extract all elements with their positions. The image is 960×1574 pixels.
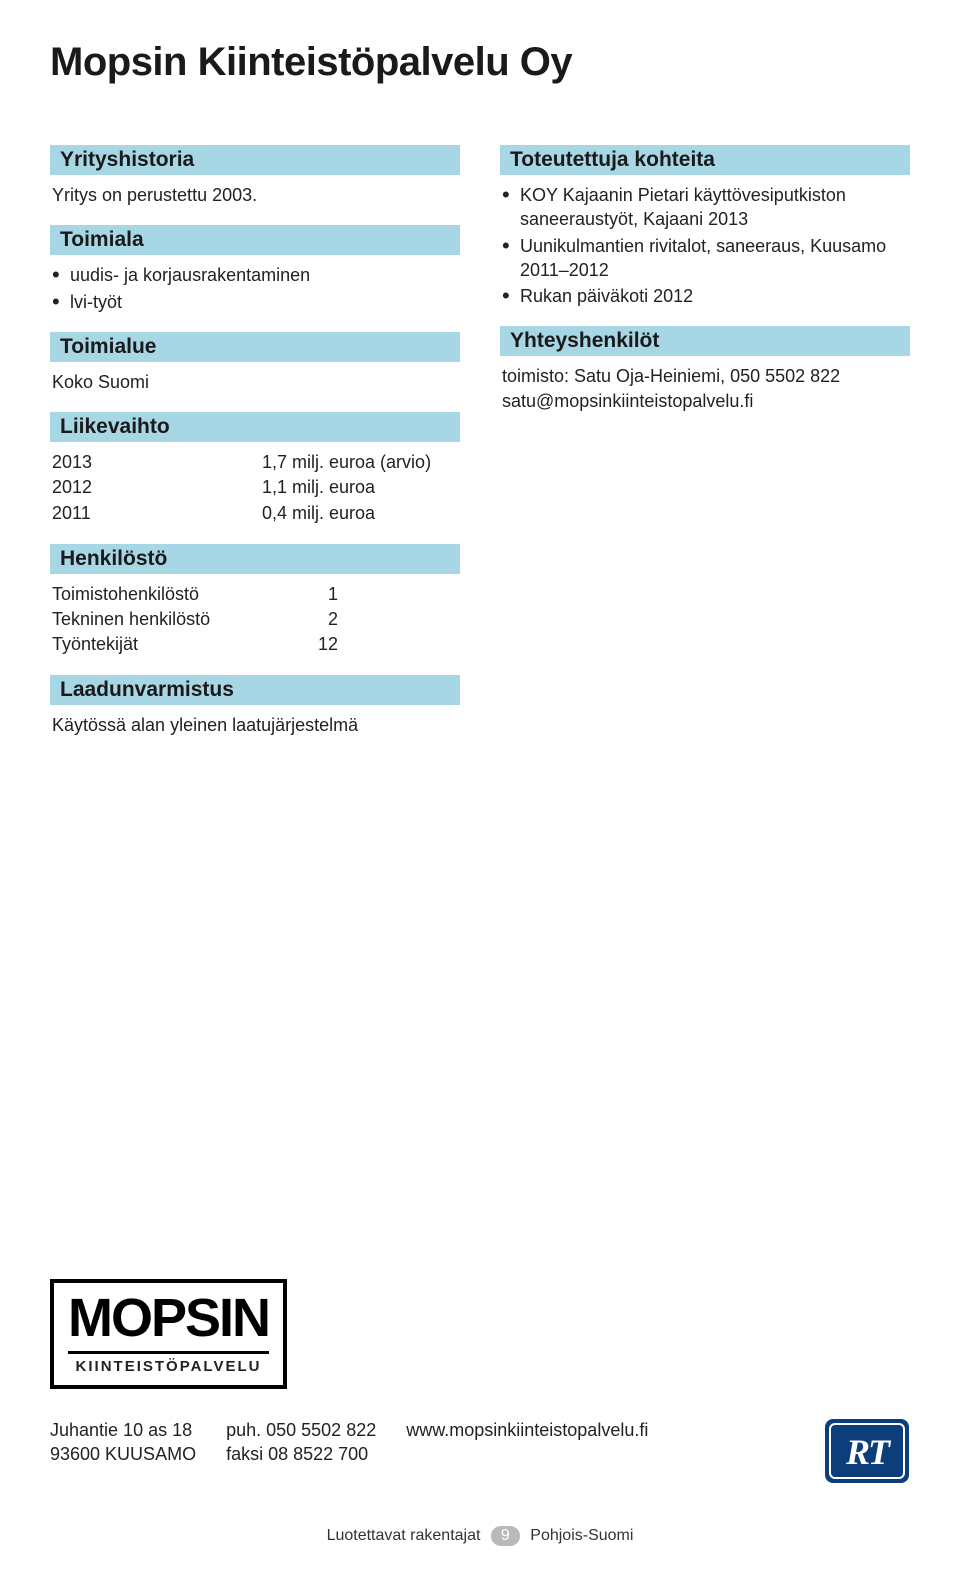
- contact-line: toimisto: Satu Oja-Heiniemi, 050 5502 82…: [500, 364, 910, 388]
- left-column: Yrityshistoria Yritys on perustettu 2003…: [50, 145, 460, 738]
- company-title: Mopsin Kiinteistöpalvelu Oy: [50, 40, 910, 85]
- heading-revenue: Liikevaihto: [50, 412, 460, 442]
- history-text: Yritys on perustettu 2003.: [50, 183, 460, 207]
- heading-history: Yrityshistoria: [50, 145, 460, 175]
- logo-text-top: MOPSIN: [68, 1291, 269, 1345]
- staff-value: 12: [318, 632, 458, 657]
- company-logo: MOPSIN KIINTEISTÖPALVELU: [50, 1279, 287, 1389]
- staff-row: Tekninen henkilöstö 2: [50, 607, 460, 632]
- footer-phone-fax: puh. 050 5502 822 faksi 08 8522 700: [226, 1418, 376, 1467]
- revenue-year: 2013: [52, 450, 262, 475]
- right-column: Toteutettuja kohteita KOY Kajaanin Pieta…: [500, 145, 910, 738]
- footer-web-text: www.mopsinkiinteistopalvelu.fi: [406, 1418, 648, 1442]
- list-item: uudis- ja korjausrakentaminen: [52, 263, 460, 287]
- revenue-year: 2012: [52, 475, 262, 500]
- revenue-row: 2011 0,4 milj. euroa: [50, 501, 460, 526]
- heading-projects: Toteutettuja kohteita: [500, 145, 910, 175]
- list-item: KOY Kajaanin Pietari käyttövesiputkiston…: [502, 183, 910, 232]
- revenue-value: 1,1 milj. euroa: [262, 475, 375, 500]
- revenue-year: 2011: [52, 501, 262, 526]
- svg-text:R: R: [845, 1432, 870, 1472]
- heading-industry: Toimiala: [50, 225, 460, 255]
- page-footer-left: Luotettavat rakentajat: [327, 1527, 481, 1544]
- footer-contact: Juhantie 10 as 18 93600 KUUSAMO puh. 050…: [50, 1418, 910, 1484]
- heading-staff: Henkilöstö: [50, 544, 460, 574]
- heading-quality: Laadunvarmistus: [50, 675, 460, 705]
- page-footer: Luotettavat rakentajat 9 Pohjois-Suomi: [0, 1526, 960, 1546]
- content-columns: Yrityshistoria Yritys on perustettu 2003…: [50, 145, 910, 738]
- heading-contacts: Yhteyshenkilöt: [500, 326, 910, 356]
- quality-text: Käytössä alan yleinen laatujärjestelmä: [50, 713, 460, 737]
- staff-label: Työntekijät: [52, 632, 262, 657]
- staff-row: Toimistohenkilöstö 1: [50, 582, 460, 607]
- footer-addr2: 93600 KUUSAMO: [50, 1442, 196, 1466]
- revenue-value: 1,7 milj. euroa (arvio): [262, 450, 431, 475]
- revenue-value: 0,4 milj. euroa: [262, 501, 375, 526]
- projects-list: KOY Kajaanin Pietari käyttövesiputkiston…: [500, 183, 910, 308]
- footer-address: Juhantie 10 as 18 93600 KUUSAMO: [50, 1418, 196, 1467]
- industry-list: uudis- ja korjausrakentaminen lvi-työt: [50, 263, 460, 314]
- list-item: Uunikulmantien rivitalot, saneeraus, Kuu…: [502, 234, 910, 283]
- footer-addr1: Juhantie 10 as 18: [50, 1418, 196, 1442]
- list-item: lvi-työt: [52, 290, 460, 314]
- staff-label: Tekninen henkilöstö: [52, 607, 262, 632]
- staff-value: 2: [328, 607, 458, 632]
- area-text: Koko Suomi: [50, 370, 460, 394]
- svg-text:T: T: [868, 1432, 892, 1472]
- list-item: Rukan päiväkoti 2012: [502, 284, 910, 308]
- staff-value: 1: [328, 582, 458, 607]
- page-number: 9: [491, 1526, 520, 1546]
- contact-line: satu@mopsinkiinteistopalvelu.fi: [500, 389, 910, 413]
- rt-logo-icon: R T: [824, 1418, 910, 1484]
- staff-label: Toimistohenkilöstö: [52, 582, 262, 607]
- footer-web: www.mopsinkiinteistopalvelu.fi: [406, 1418, 648, 1442]
- revenue-row: 2012 1,1 milj. euroa: [50, 475, 460, 500]
- logo-text-bottom: KIINTEISTÖPALVELU: [68, 1351, 269, 1375]
- footer-fax: faksi 08 8522 700: [226, 1442, 376, 1466]
- heading-area: Toimialue: [50, 332, 460, 362]
- staff-row: Työntekijät 12: [50, 632, 460, 657]
- revenue-row: 2013 1,7 milj. euroa (arvio): [50, 450, 460, 475]
- footer-phone: puh. 050 5502 822: [226, 1418, 376, 1442]
- page-footer-right: Pohjois-Suomi: [530, 1527, 633, 1544]
